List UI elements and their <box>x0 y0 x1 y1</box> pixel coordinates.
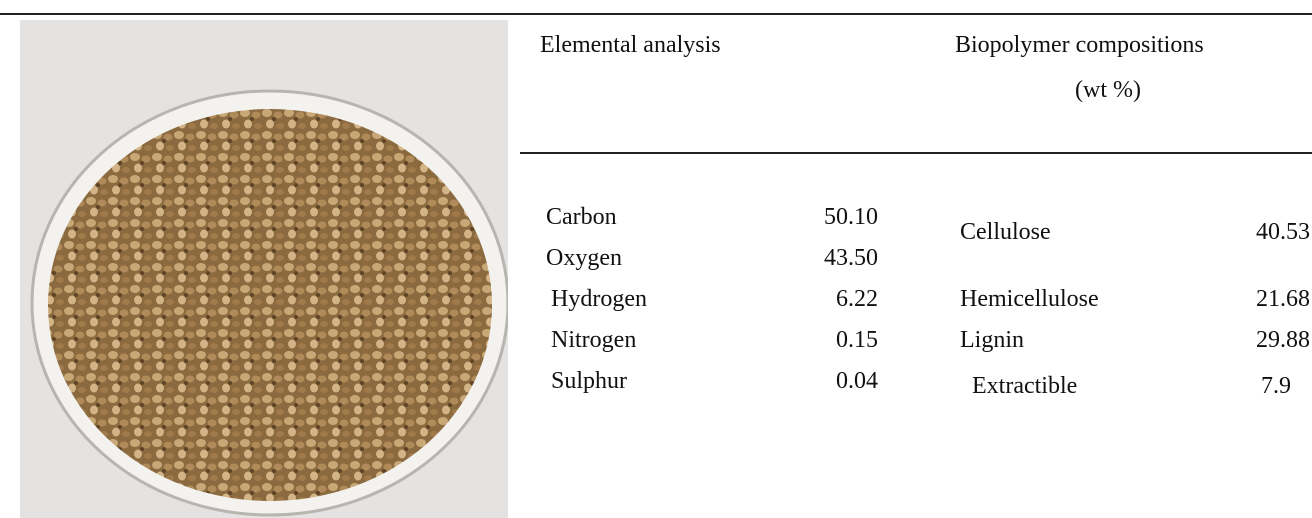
component-value: 29.88 <box>1256 327 1310 353</box>
top-rule <box>0 13 1312 15</box>
element-value: 50.10 <box>824 204 878 230</box>
component-name: Extractible <box>972 373 1078 399</box>
element-name: Oxygen <box>546 245 622 271</box>
element-name: Carbon <box>546 204 617 230</box>
sample-photo <box>20 20 508 518</box>
component-name: Lignin <box>960 327 1024 353</box>
component-value: 7.9 <box>1261 373 1291 399</box>
header: Elemental analysis <box>540 32 721 58</box>
element-name: Hydrogen <box>551 286 647 312</box>
component-name: Cellulose <box>960 219 1051 245</box>
element-value: 0.15 <box>836 327 878 353</box>
element-name: Nitrogen <box>551 327 637 353</box>
element-value: 43.50 <box>824 245 878 271</box>
component-value: 40.53 <box>1256 219 1310 245</box>
header: Biopolymer compositions <box>955 32 1204 58</box>
component-value: 21.68 <box>1256 286 1310 312</box>
header-rule <box>520 152 1312 154</box>
element-name: Sulphur <box>551 368 628 394</box>
element-value: 0.04 <box>836 368 878 394</box>
header-unit: (wt %) <box>1075 77 1141 103</box>
element-value: 6.22 <box>836 286 878 312</box>
component-name: Hemicellulose <box>960 286 1099 312</box>
